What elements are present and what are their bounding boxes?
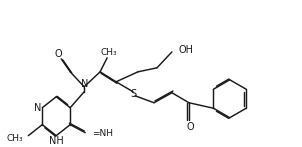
Text: O: O (54, 49, 62, 59)
Text: N: N (82, 79, 89, 89)
Text: CH₃: CH₃ (101, 48, 117, 57)
Text: N: N (34, 103, 41, 113)
Text: =NH: =NH (92, 129, 113, 138)
Text: CH₃: CH₃ (7, 134, 23, 143)
Text: S: S (130, 89, 136, 99)
Text: O: O (186, 122, 194, 132)
Text: NH: NH (49, 136, 64, 146)
Text: OH: OH (179, 45, 194, 55)
